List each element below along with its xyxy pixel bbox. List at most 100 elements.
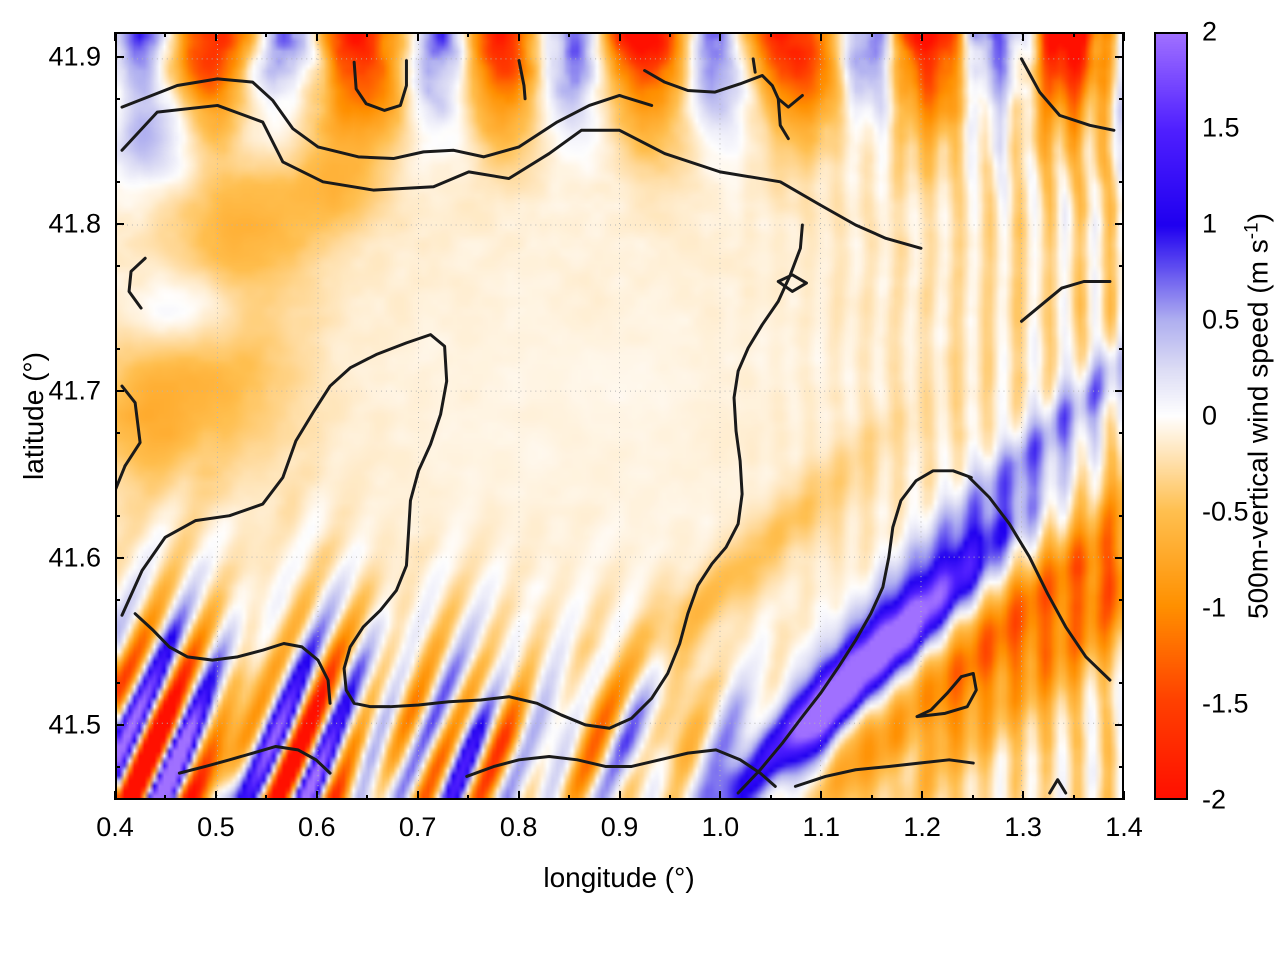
y-tick-minor	[115, 515, 120, 518]
x-tick-minor	[1072, 795, 1075, 800]
x-tick-major-top	[921, 32, 924, 41]
y-tick-major	[115, 556, 124, 559]
colorbar-title-main: 500m-vertical wind speed (m s	[1242, 239, 1274, 619]
x-tick-major-top	[114, 32, 116, 41]
x-tick-label: 0.6	[298, 812, 336, 842]
x-tick-label: 1.1	[802, 812, 841, 842]
x-tick-label: 0.4	[96, 812, 134, 842]
y-tick-minor	[115, 181, 120, 184]
x-tick-minor-top	[265, 32, 268, 37]
y-tick-minor-right	[1119, 515, 1124, 518]
colorbar-tick-label: 0	[1202, 400, 1218, 431]
y-tick-major-right	[1115, 389, 1124, 392]
x-tick-label: 0.9	[600, 812, 639, 842]
y-tick-minor-right	[1119, 181, 1124, 184]
x-tick-minor-top	[164, 32, 167, 37]
y-tick-minor	[115, 431, 120, 434]
y-tick-minor	[115, 682, 120, 685]
x-tick-minor	[467, 795, 470, 800]
x-tick-major	[921, 791, 924, 800]
colorbar-tick-label: 1	[1202, 208, 1218, 239]
x-tick-minor-top	[366, 32, 369, 37]
x-tick-major	[1123, 791, 1125, 800]
x-tick-major	[1022, 791, 1025, 800]
x-tick-major-top	[315, 32, 318, 41]
y-tick-major-right	[1115, 56, 1124, 59]
y-tick-label: 41.5	[48, 709, 101, 740]
y-tick-major	[115, 223, 124, 225]
colorbar-tick-label: 0.5	[1202, 304, 1240, 335]
y-tick-major-right	[1115, 556, 1124, 559]
x-tick-minor-top	[668, 32, 671, 37]
x-tick-major	[618, 791, 621, 800]
x-tick-minor-top	[769, 32, 772, 37]
y-tick-major-right	[1115, 223, 1124, 225]
y-tick-label: 41.9	[48, 41, 101, 72]
y-tick-minor	[115, 598, 120, 601]
colorbar-title: 500m-vertical wind speed (m s-1)	[1241, 213, 1274, 619]
colorbar-title-exponent: -1	[1241, 222, 1263, 240]
y-tick-minor	[115, 348, 120, 351]
y-axis-title: latitude (°)	[18, 352, 49, 480]
x-tick-minor	[870, 795, 873, 800]
x-tick-minor-top	[870, 32, 873, 37]
x-tick-major-top	[416, 32, 419, 41]
y-tick-minor	[115, 97, 120, 100]
y-tick-major	[115, 389, 124, 392]
terrain-contour-lines	[117, 57, 1116, 795]
colorbar-tick-label: 1.5	[1202, 112, 1240, 143]
colorbar-canvas	[1156, 34, 1186, 798]
y-tick-minor-right	[1119, 682, 1124, 685]
x-tick-minor-top	[971, 32, 974, 37]
x-tick-major	[820, 791, 823, 800]
y-tick-minor-right	[1119, 348, 1124, 351]
x-tick-label: 0.5	[197, 812, 235, 842]
x-tick-label: 1.0	[701, 812, 740, 842]
x-tick-minor	[164, 795, 167, 800]
x-tick-minor-top	[467, 32, 470, 37]
colorbar	[1154, 32, 1188, 800]
colorbar-tick-label: -0.5	[1202, 496, 1249, 527]
y-tick-minor-right	[1119, 431, 1124, 434]
y-tick-label: 41.8	[48, 208, 101, 239]
heatmap-plot-area	[115, 32, 1124, 800]
colorbar-tick-label: 2	[1202, 16, 1218, 47]
x-tick-major	[719, 791, 722, 800]
x-tick-major	[416, 791, 419, 800]
x-tick-minor	[971, 795, 974, 800]
x-tick-major-top	[517, 32, 520, 41]
y-tick-label: 41.6	[48, 542, 101, 573]
colorbar-title-suffix: )	[1242, 213, 1274, 223]
x-tick-minor-top	[568, 32, 571, 37]
x-tick-major-top	[618, 32, 621, 41]
x-tick-major-top	[820, 32, 823, 41]
y-tick-minor-right	[1119, 598, 1124, 601]
x-tick-major-top	[214, 32, 217, 41]
y-tick-label: 41.7	[48, 375, 101, 406]
x-tick-minor-top	[1072, 32, 1075, 37]
x-tick-minor	[769, 795, 772, 800]
x-tick-major	[114, 791, 116, 800]
y-tick-minor	[115, 765, 120, 768]
x-tick-major	[315, 791, 318, 800]
y-tick-major	[115, 723, 124, 726]
x-tick-major-top	[1022, 32, 1025, 41]
x-tick-label: 1.3	[1004, 812, 1042, 842]
colorbar-tick-label: -1	[1202, 592, 1227, 623]
x-tick-major-top	[719, 32, 722, 41]
x-tick-major-top	[1123, 32, 1125, 41]
x-tick-label: 0.7	[398, 812, 437, 842]
y-tick-minor-right	[1119, 765, 1124, 768]
x-tick-minor	[668, 795, 671, 800]
y-tick-minor-right	[1119, 264, 1124, 267]
y-tick-major	[115, 56, 124, 59]
x-tick-label: 1.4	[1105, 812, 1143, 842]
x-tick-minor	[366, 795, 369, 800]
y-tick-minor-right	[1119, 97, 1124, 100]
colorbar-tick-label: -2	[1202, 784, 1227, 815]
x-tick-major	[214, 791, 217, 800]
y-tick-major-right	[1115, 723, 1124, 726]
x-tick-label: 0.8	[499, 812, 538, 842]
x-axis-title: longitude (°)	[543, 862, 695, 893]
x-tick-label: 1.2	[903, 812, 941, 842]
